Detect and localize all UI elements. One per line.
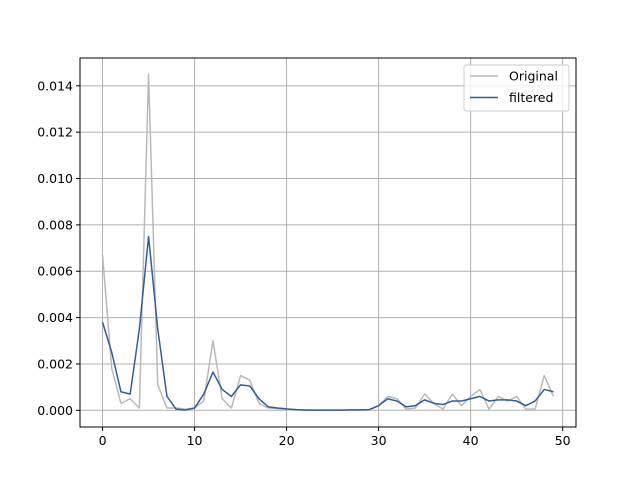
x-tick-label: 50: [555, 433, 571, 448]
legend-label-original: Original: [509, 69, 558, 84]
y-tick-label: 0.004: [37, 310, 73, 325]
y-tick-label: 0.008: [37, 217, 73, 232]
y-axis-ticks: 0.000 0.002 0.004 0.006 0.008 0.010 0.012 0.014: [37, 78, 80, 418]
y-tick-label: 0.010: [37, 171, 73, 186]
series-filtered-line: [101, 235, 554, 411]
x-tick-label: 40: [463, 433, 479, 448]
x-tick-label: 30: [371, 433, 387, 448]
y-tick-label: 0.014: [37, 78, 73, 93]
x-axis-ticks: 0 10 20 30 40 50: [99, 427, 571, 448]
legend-label-filtered: filtered: [509, 90, 553, 105]
plot-frame: [79, 57, 577, 428]
x-tick-label: 10: [187, 433, 203, 448]
y-tick-label: 0.012: [37, 125, 73, 140]
y-tick-label: 0.006: [37, 264, 73, 279]
series-layer: [101, 73, 555, 411]
y-tick-label: 0.000: [37, 403, 73, 418]
x-tick-label: 20: [279, 433, 295, 448]
y-tick-label: 0.002: [37, 356, 73, 371]
x-tick-label: 0: [99, 433, 107, 448]
legend: Original filtered: [463, 64, 570, 112]
